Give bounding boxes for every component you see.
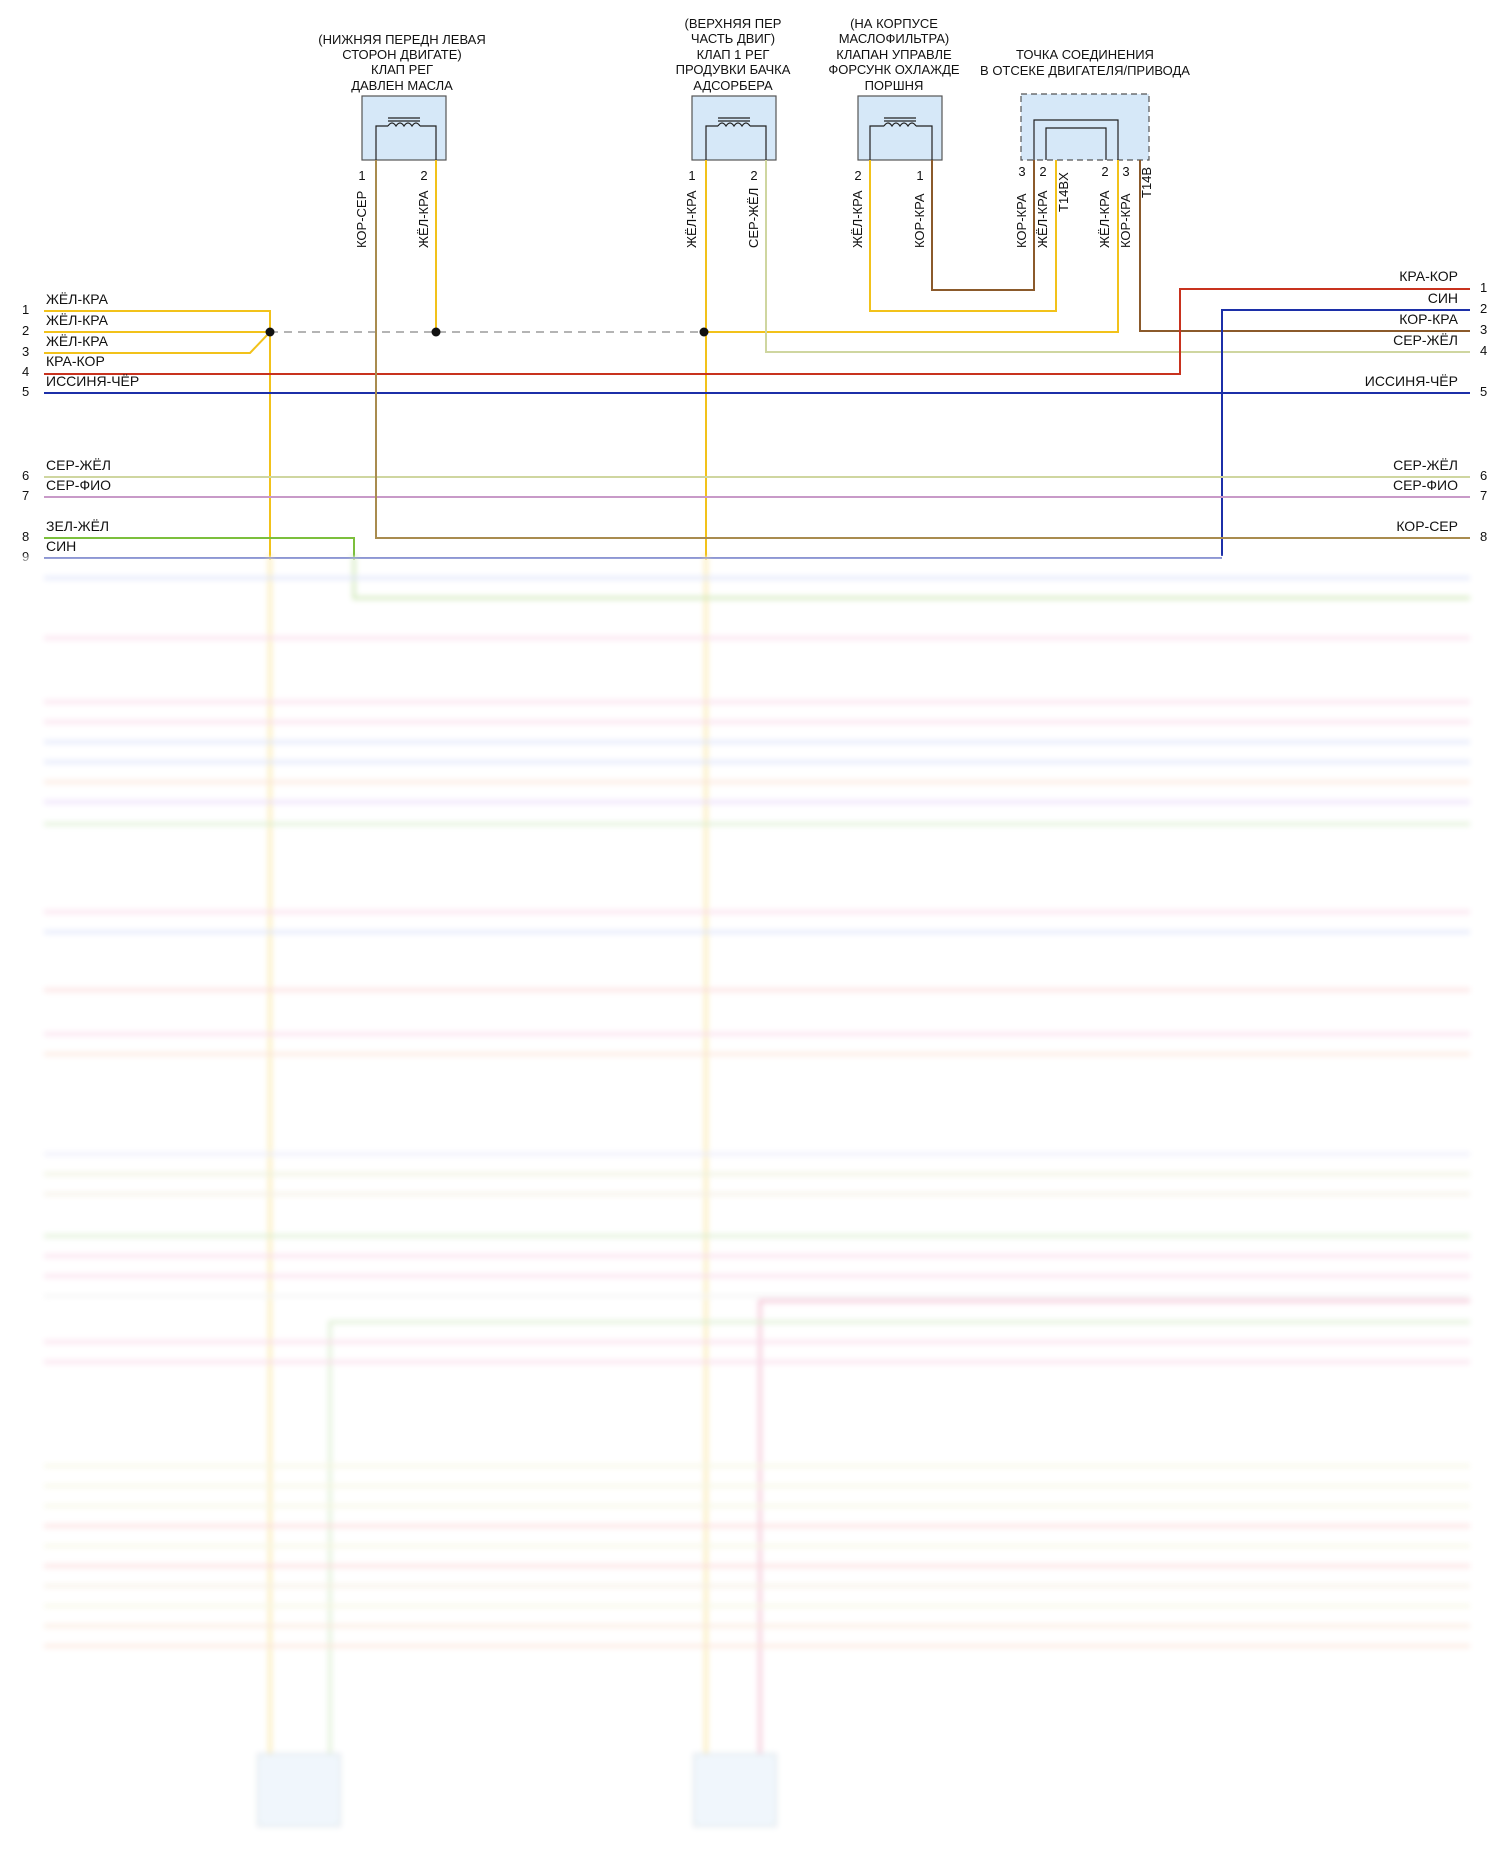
row-number: 8: [1480, 529, 1487, 544]
pin-number: 2: [1039, 164, 1046, 179]
oil-pressure-valve-connector: [361, 95, 447, 161]
row-label: КРА-КОР: [1399, 268, 1458, 284]
row-number: 7: [22, 488, 29, 503]
row-number: 1: [1480, 280, 1487, 295]
row-number: 6: [1480, 468, 1487, 483]
pin-labels: 1 2 1 2 2 1 3 2 2 3: [358, 164, 1129, 183]
wire-label: КОР-КРА: [912, 193, 927, 248]
wire-label: ЖЁЛ-КРА: [1035, 190, 1050, 248]
wire-label: ЖЁЛ-КРА: [1097, 190, 1112, 248]
pin-number: 1: [916, 168, 923, 183]
row-number: 3: [1480, 322, 1487, 337]
caption-line: ТОЧКА СОЕДИНЕНИЯ: [1016, 47, 1154, 62]
row-label: ЖЁЛ-КРА: [46, 312, 109, 328]
wire-label: КОР-СЕР: [354, 191, 369, 248]
caption-line: ПРОДУВКИ БАЧКА: [676, 62, 791, 77]
caption-oil-pressure-valve: (НИЖНЯЯ ПЕРЕДН ЛЕВАЯ СТОРОН ДВИГАТЕ) КЛА…: [318, 32, 486, 93]
row-label: ЗЕЛ-ЖЁЛ: [46, 518, 109, 534]
solenoid-coil-icon: [869, 117, 933, 160]
row-number: 5: [22, 384, 29, 399]
caption-line: (НИЖНЯЯ ПЕРЕДН ЛЕВАЯ: [318, 32, 486, 47]
caption-junction-point: ТОЧКА СОЕДИНЕНИЯ В ОТСЕКЕ ДВИГАТЕЛЯ/ПРИВ…: [980, 47, 1190, 78]
row-number: 4: [22, 364, 29, 379]
splice-dot: [431, 327, 441, 337]
pin-number: 1: [358, 168, 365, 183]
solenoid-coil-icon: [705, 117, 767, 160]
row-label: КРА-КОР: [46, 353, 105, 369]
row-number: 2: [1480, 301, 1487, 316]
row-number: 7: [1480, 488, 1487, 503]
splice-dots: [265, 327, 709, 337]
caption-line: СТОРОН ДВИГАТЕ): [342, 47, 462, 62]
splice-dot: [699, 327, 709, 337]
caption-line: ДАВЛЕН МАСЛА: [351, 78, 453, 93]
row-label: КОР-КРА: [1399, 311, 1458, 327]
caption-line: ФОРСУНК ОХЛАЖДЕ: [828, 62, 960, 77]
wire-label: ЖЁЛ-КРА: [416, 190, 431, 248]
vertical-wire-labels: КОР-СЕР ЖЁЛ-КРА ЖЁЛ-КРА СЕР-ЖЁЛ ЖЁЛ-КРА …: [354, 167, 1154, 248]
row-number: 4: [1480, 343, 1487, 358]
wire-label: КОР-КРА: [1014, 193, 1029, 248]
caption-line: МАСЛОФИЛЬТРА): [839, 31, 950, 46]
row-number: 8: [22, 529, 29, 544]
caption-line: ПОРШНЯ: [865, 78, 924, 93]
pin-number: 3: [1122, 164, 1129, 179]
pin-number: 2: [854, 168, 861, 183]
pin-number: 3: [1018, 164, 1025, 179]
pin-number: 2: [750, 168, 757, 183]
caption-line: КЛАП РЕГ: [371, 62, 433, 77]
pin-number: 1: [688, 168, 695, 183]
row-label: ИССИНЯ-ЧЁР: [1365, 373, 1458, 389]
purge-valve-connector: [691, 95, 777, 161]
pin-number: 2: [420, 168, 427, 183]
caption-line: (ВЕРХНЯЯ ПЕР: [685, 16, 782, 31]
piston-cooling-valve-connector: [857, 95, 943, 161]
caption-line: (НА КОРПУСЕ: [850, 16, 938, 31]
splice-dot: [265, 327, 275, 337]
row-label: СИН: [1428, 290, 1458, 306]
row-label: ИССИНЯ-ЧЁР: [46, 373, 139, 389]
blurred-lower-diagram: [44, 556, 1470, 1827]
pin-number: 2: [1101, 164, 1108, 179]
row-number: 3: [22, 344, 29, 359]
caption-piston-cooling-valve: (НА КОРПУСЕ МАСЛОФИЛЬТРА) КЛАПАН УПРАВЛЕ…: [828, 16, 960, 93]
row-number: 6: [22, 468, 29, 483]
solenoid-coil-icon: [375, 117, 437, 160]
row-label: СЕР-ФИО: [1393, 477, 1458, 493]
row-number: 1: [22, 302, 29, 317]
left-row-labels: 1 ЖЁЛ-КРА 2 ЖЁЛ-КРА 3 ЖЁЛ-КРА 4 КРА-КОР …: [22, 291, 139, 564]
row-label: СЕР-ЖЁЛ: [1393, 332, 1458, 348]
row-label: ЖЁЛ-КРА: [46, 333, 109, 349]
caption-purge-valve: (ВЕРХНЯЯ ПЕР ЧАСТЬ ДВИГ) КЛАП 1 РЕГ ПРОД…: [676, 16, 791, 93]
caption-line: ЧАСТЬ ДВИГ): [691, 31, 775, 46]
row-number: 5: [1480, 384, 1487, 399]
wire-label: ЖЁЛ-КРА: [684, 190, 699, 248]
caption-line: АДСОРБЕРА: [693, 78, 773, 93]
wire-label: КОР-КРА: [1118, 193, 1133, 248]
caption-line: В ОТСЕКЕ ДВИГАТЕЛЯ/ПРИВОДА: [980, 63, 1190, 78]
wire-label: СЕР-ЖЁЛ: [746, 188, 761, 248]
row-label: СИН: [46, 538, 76, 554]
wire-label: ЖЁЛ-КРА: [850, 190, 865, 248]
row-label: СЕР-ЖЁЛ: [1393, 457, 1458, 473]
caption-line: КЛАПАН УПРАВЛЕ: [836, 47, 952, 62]
row-label: КОР-СЕР: [1396, 518, 1458, 534]
caption-line: КЛАП 1 РЕГ: [697, 47, 770, 62]
row-label: ЖЁЛ-КРА: [46, 291, 109, 307]
row-number: 2: [22, 323, 29, 338]
junction-point-connector: [1020, 93, 1150, 161]
wire-label: T14BX: [1056, 172, 1071, 212]
row-label: СЕР-ФИО: [46, 477, 111, 493]
wire-label: T14B: [1139, 167, 1154, 198]
row-label: СЕР-ЖЁЛ: [46, 457, 111, 473]
right-row-labels: КРА-КОР 1 СИН 2 КОР-КРА 3 СЕР-ЖЁЛ 4 ИССИ…: [1365, 268, 1487, 544]
